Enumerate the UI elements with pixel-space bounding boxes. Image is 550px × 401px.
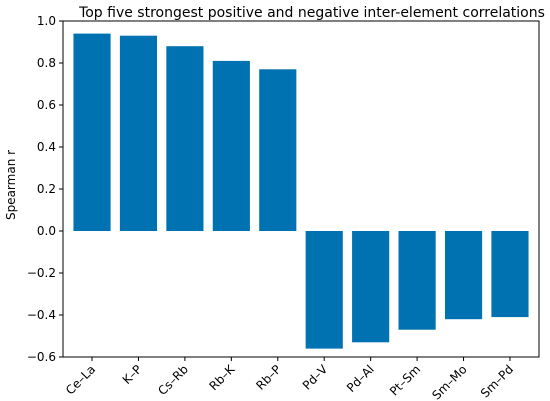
- bars-group: [73, 33, 529, 349]
- y-axis-label: Spearman r: [4, 150, 18, 220]
- bar-9: [491, 231, 529, 318]
- x-tick-label: Cs–Rb: [155, 362, 191, 398]
- y-axis-ticks: −0.6 −0.4 −0.2 0.0 0.2 0.4 0.6 0.8 1.0: [27, 14, 63, 364]
- x-tick-label: Sm–Pd: [478, 362, 516, 400]
- chart-title: Top five strongest positive and negative…: [78, 5, 545, 21]
- y-tick-label: 0.8: [37, 56, 56, 70]
- y-tick-label: 0.0: [37, 224, 56, 238]
- bar-4: [259, 69, 297, 231]
- x-axis-ticks: Ce–La K–P Cs–Rb Rb–K Rb–P Pd–V Pd–Al Pt–Sm Sm–Mo…: [63, 357, 516, 401]
- y-tick-label: 0.2: [37, 182, 56, 196]
- y-tick-label: 0.6: [37, 98, 56, 112]
- x-tick-label: Rb–K: [206, 361, 238, 393]
- bar-1: [119, 35, 158, 232]
- bar-3: [212, 60, 250, 232]
- x-tick-label: Pd–Al: [344, 362, 377, 395]
- x-tick-label: Sm–Mo: [429, 362, 469, 401]
- y-tick-label: 0.4: [37, 140, 56, 154]
- bar-5: [305, 231, 343, 349]
- bar-7: [398, 231, 436, 330]
- bar-8: [444, 231, 483, 320]
- y-tick-label: 1.0: [37, 14, 56, 28]
- bar-0: [73, 33, 111, 231]
- x-tick-label: K–P: [120, 362, 145, 387]
- x-tick-label: Pd–V: [300, 362, 331, 393]
- bar-2: [166, 46, 204, 232]
- x-tick-label: Rb–P: [253, 362, 284, 393]
- bar-6: [352, 231, 390, 343]
- y-tick-label: −0.4: [27, 308, 56, 322]
- y-tick-label: −0.6: [27, 350, 56, 364]
- x-tick-label: Pt–Sm: [387, 362, 423, 398]
- plot-frame: [62, 20, 540, 358]
- x-tick-label: Ce–La: [63, 362, 98, 397]
- y-tick-label: −0.2: [27, 266, 56, 280]
